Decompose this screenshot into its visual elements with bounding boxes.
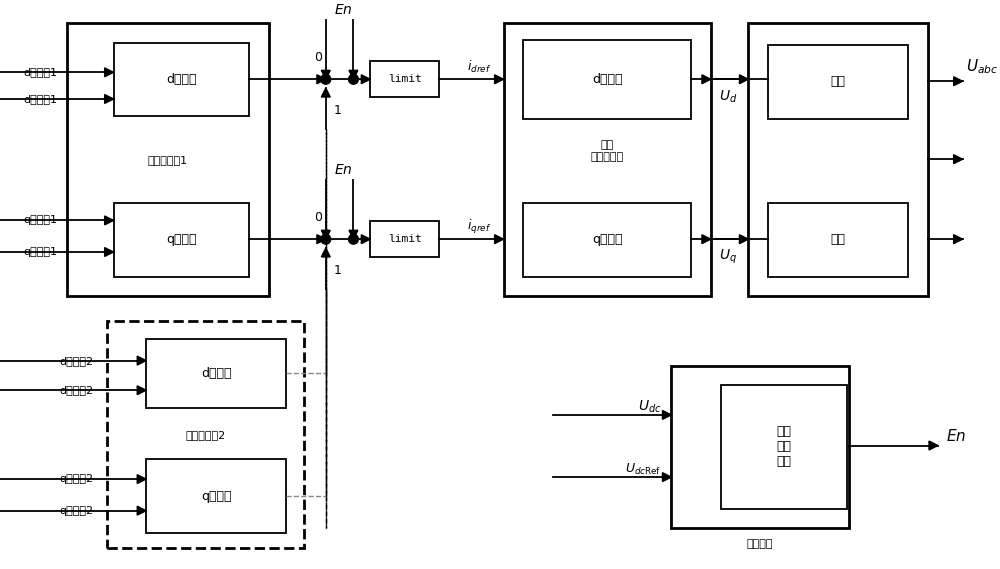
Polygon shape [702,75,711,84]
Polygon shape [662,410,671,419]
Polygon shape [105,68,114,77]
Circle shape [349,234,358,244]
Text: 1: 1 [334,264,342,277]
Text: d轴反馈1: d轴反馈1 [23,94,57,104]
Text: $U_d$: $U_d$ [719,89,737,105]
Text: limit: limit [388,74,422,84]
Text: 1: 1 [334,104,342,117]
Text: q轴电流: q轴电流 [592,233,622,246]
Bar [523,40,691,119]
Polygon shape [361,235,370,244]
Text: 故障检测: 故障检测 [747,539,773,549]
Text: q轴外环: q轴外环 [166,233,196,246]
Text: $U_q$: $U_q$ [719,248,737,266]
Text: $U_{dc\mathrm{Ref}}$: $U_{dc\mathrm{Ref}}$ [625,461,661,477]
Text: d轴电流: d轴电流 [592,73,622,86]
Polygon shape [137,386,146,395]
Polygon shape [321,230,330,239]
Polygon shape [361,75,370,84]
Polygon shape [137,356,146,365]
Text: $En$: $En$ [334,163,352,177]
Circle shape [349,75,358,84]
Polygon shape [954,77,963,86]
Polygon shape [495,75,504,84]
Polygon shape [739,235,748,244]
Text: 外环控制器1: 外环控制器1 [148,155,188,165]
Polygon shape [105,94,114,104]
Polygon shape [137,475,146,484]
Circle shape [321,234,331,244]
Text: $En$: $En$ [946,428,966,444]
Text: $U_{abc}$: $U_{abc}$ [966,57,998,76]
Polygon shape [321,71,330,79]
Polygon shape [321,248,330,257]
Polygon shape [105,248,114,257]
Bar [67,23,269,296]
Text: 调制: 调制 [831,233,846,246]
Bar [504,23,711,296]
Polygon shape [137,506,146,515]
Bar [146,339,286,408]
Text: q轴给定1: q轴给定1 [23,216,57,225]
Circle shape [321,75,331,84]
Text: $i_{qref}$: $i_{qref}$ [467,218,491,236]
Text: d轴给定2: d轴给定2 [60,356,94,366]
Text: 调制: 调制 [831,75,846,88]
Bar [370,61,439,97]
Text: $En$: $En$ [334,3,352,17]
Bar [523,203,691,277]
Text: q轴反馈2: q轴反馈2 [60,506,94,516]
Text: d轴反馈2: d轴反馈2 [60,385,94,395]
Text: 电流
内环控制器: 电流 内环控制器 [591,141,624,162]
Text: 直流
电压
判断: 直流 电压 判断 [776,426,791,468]
Text: d轴外环: d轴外环 [166,73,196,86]
Text: q轴外环: q轴外环 [201,490,231,503]
Polygon shape [317,75,326,84]
Polygon shape [954,235,963,244]
Polygon shape [317,235,326,244]
Polygon shape [739,75,748,84]
Text: 0: 0 [314,211,322,224]
Polygon shape [954,155,963,164]
Polygon shape [702,235,711,244]
Text: 0: 0 [314,51,322,64]
Bar [671,365,849,529]
Bar [721,385,847,509]
Bar [114,203,249,277]
Bar [768,45,908,119]
Bar [748,23,928,296]
Text: $U_{dc}$: $U_{dc}$ [638,399,661,415]
Bar [107,321,304,548]
Polygon shape [495,235,504,244]
Polygon shape [105,216,114,225]
Text: q轴给定2: q轴给定2 [60,474,94,484]
Bar [768,203,908,277]
Polygon shape [662,473,671,481]
Bar [146,459,286,533]
Polygon shape [321,88,330,97]
Polygon shape [929,441,938,450]
Text: d轴给定1: d轴给定1 [23,67,57,77]
Polygon shape [349,230,358,239]
Polygon shape [349,71,358,79]
Text: q轴反馈1: q轴反馈1 [23,247,57,257]
Text: 外环控制器2: 外环控制器2 [185,430,225,440]
Bar [370,221,439,257]
Bar [114,43,249,116]
Text: d轴外环: d轴外环 [201,367,231,380]
Text: $i_{dref}$: $i_{dref}$ [467,59,491,76]
Text: limit: limit [388,234,422,244]
